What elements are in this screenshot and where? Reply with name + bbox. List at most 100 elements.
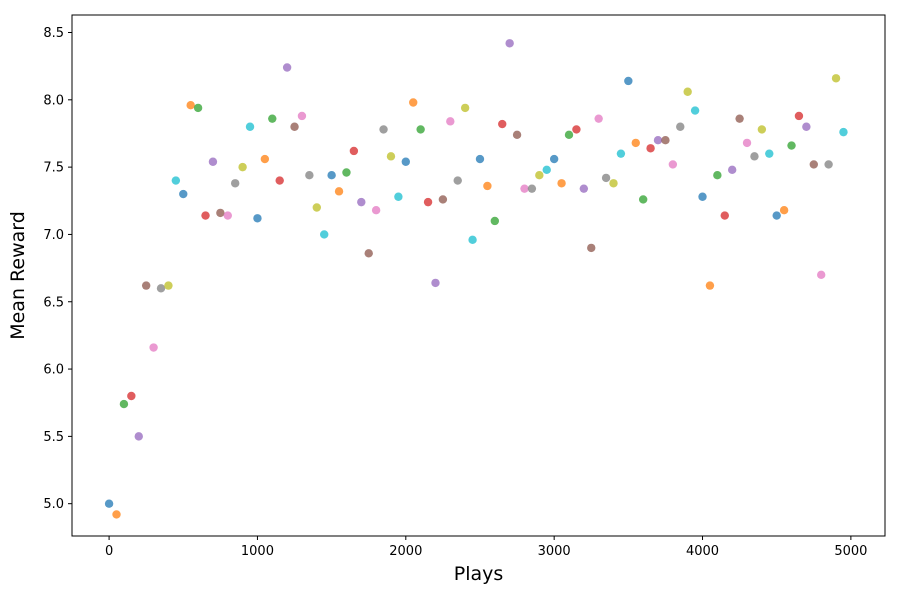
- data-point: [409, 98, 418, 107]
- data-point: [475, 154, 485, 164]
- data-point: [542, 165, 551, 175]
- data-point: [394, 192, 403, 201]
- data-point: [483, 181, 492, 191]
- data-point: [579, 184, 589, 193]
- data-point: [727, 165, 737, 175]
- data-point: [386, 152, 396, 161]
- data-point: [638, 195, 648, 204]
- data-point: [357, 197, 366, 207]
- data-point: [416, 125, 425, 134]
- data-point: [802, 122, 811, 131]
- data-point: [253, 214, 262, 223]
- data-point: [817, 270, 826, 280]
- data-point: [520, 184, 529, 193]
- data-point: [119, 399, 129, 409]
- y-tick-label: 6.5: [43, 295, 64, 310]
- data-point: [134, 432, 143, 441]
- data-point: [112, 510, 121, 519]
- data-point: [794, 111, 804, 121]
- data-point: [305, 171, 314, 180]
- data-point: [512, 130, 522, 140]
- data-point: [787, 141, 796, 150]
- data-point: [527, 184, 537, 193]
- data-point: [223, 211, 232, 220]
- data-point: [201, 211, 210, 220]
- data-point: [186, 101, 195, 110]
- data-point: [549, 154, 559, 164]
- data-point: [156, 284, 166, 293]
- data-point: [438, 195, 448, 204]
- data-point: [431, 278, 440, 288]
- y-tick-label: 6.0: [43, 363, 64, 378]
- data-point: [208, 157, 218, 166]
- y-tick-label: 5.0: [43, 497, 64, 512]
- data-point: [824, 160, 833, 169]
- data-point: [238, 162, 247, 172]
- data-point: [713, 171, 722, 180]
- data-point: [364, 249, 373, 258]
- x-axis-ticks: 0 1000 2000 3000 4000 5000: [105, 536, 867, 559]
- data-point: [779, 206, 789, 215]
- data-point: [268, 114, 277, 123]
- data-point: [498, 119, 507, 129]
- data-point: [371, 206, 381, 215]
- data-point: [661, 136, 670, 145]
- data-point: [327, 171, 336, 180]
- data-point: [282, 63, 292, 72]
- data-point: [735, 114, 744, 123]
- y-tick-label: 8.5: [43, 26, 64, 41]
- data-point: [676, 122, 685, 131]
- data-point: [275, 176, 284, 185]
- data-point: [216, 208, 225, 218]
- x-tick-label: 1000: [241, 544, 274, 559]
- data-point: [601, 173, 611, 183]
- data-point: [260, 154, 270, 164]
- data-point: [683, 87, 692, 96]
- y-tick-label: 7.0: [43, 228, 64, 243]
- data-point: [698, 192, 707, 201]
- data-point: [572, 125, 581, 134]
- data-point: [653, 136, 663, 145]
- data-point: [564, 130, 574, 140]
- y-axis-label: Mean Reward: [7, 211, 29, 340]
- data-point: [164, 281, 173, 290]
- data-point: [401, 157, 410, 166]
- data-point: [446, 117, 455, 126]
- data-point: [742, 138, 752, 148]
- data-point: [290, 122, 299, 131]
- data-point: [616, 149, 626, 158]
- data-point: [750, 152, 759, 161]
- data-point: [490, 216, 500, 226]
- data-point: [245, 122, 255, 131]
- data-point: [505, 39, 514, 48]
- data-point: [831, 74, 841, 83]
- data-point: [127, 391, 136, 401]
- plot-frame: [71, 14, 886, 537]
- data-point: [171, 176, 181, 185]
- data-point: [587, 243, 596, 253]
- data-point: [705, 281, 715, 290]
- data-point: [772, 211, 781, 220]
- x-tick-label: 3000: [538, 544, 571, 559]
- data-point: [460, 103, 470, 113]
- data-point: [557, 179, 566, 188]
- data-point: [349, 146, 359, 156]
- data-point: [312, 203, 321, 212]
- data-point: [765, 149, 774, 158]
- data-point: [334, 187, 344, 196]
- y-tick-label: 7.5: [43, 161, 64, 176]
- data-point: [668, 160, 678, 169]
- data-point: [631, 138, 640, 148]
- x-tick-label: 2000: [389, 544, 422, 559]
- data-point: [757, 125, 767, 134]
- data-point: [230, 179, 240, 188]
- data-point: [646, 144, 655, 153]
- data-point: [104, 499, 114, 508]
- x-axis-label: Plays: [454, 563, 504, 585]
- data-point: [342, 168, 351, 177]
- y-tick-label: 5.5: [43, 430, 64, 445]
- data-point: [149, 343, 158, 352]
- data-point: [839, 127, 848, 137]
- data-point: [141, 281, 151, 290]
- data-point: [720, 211, 729, 220]
